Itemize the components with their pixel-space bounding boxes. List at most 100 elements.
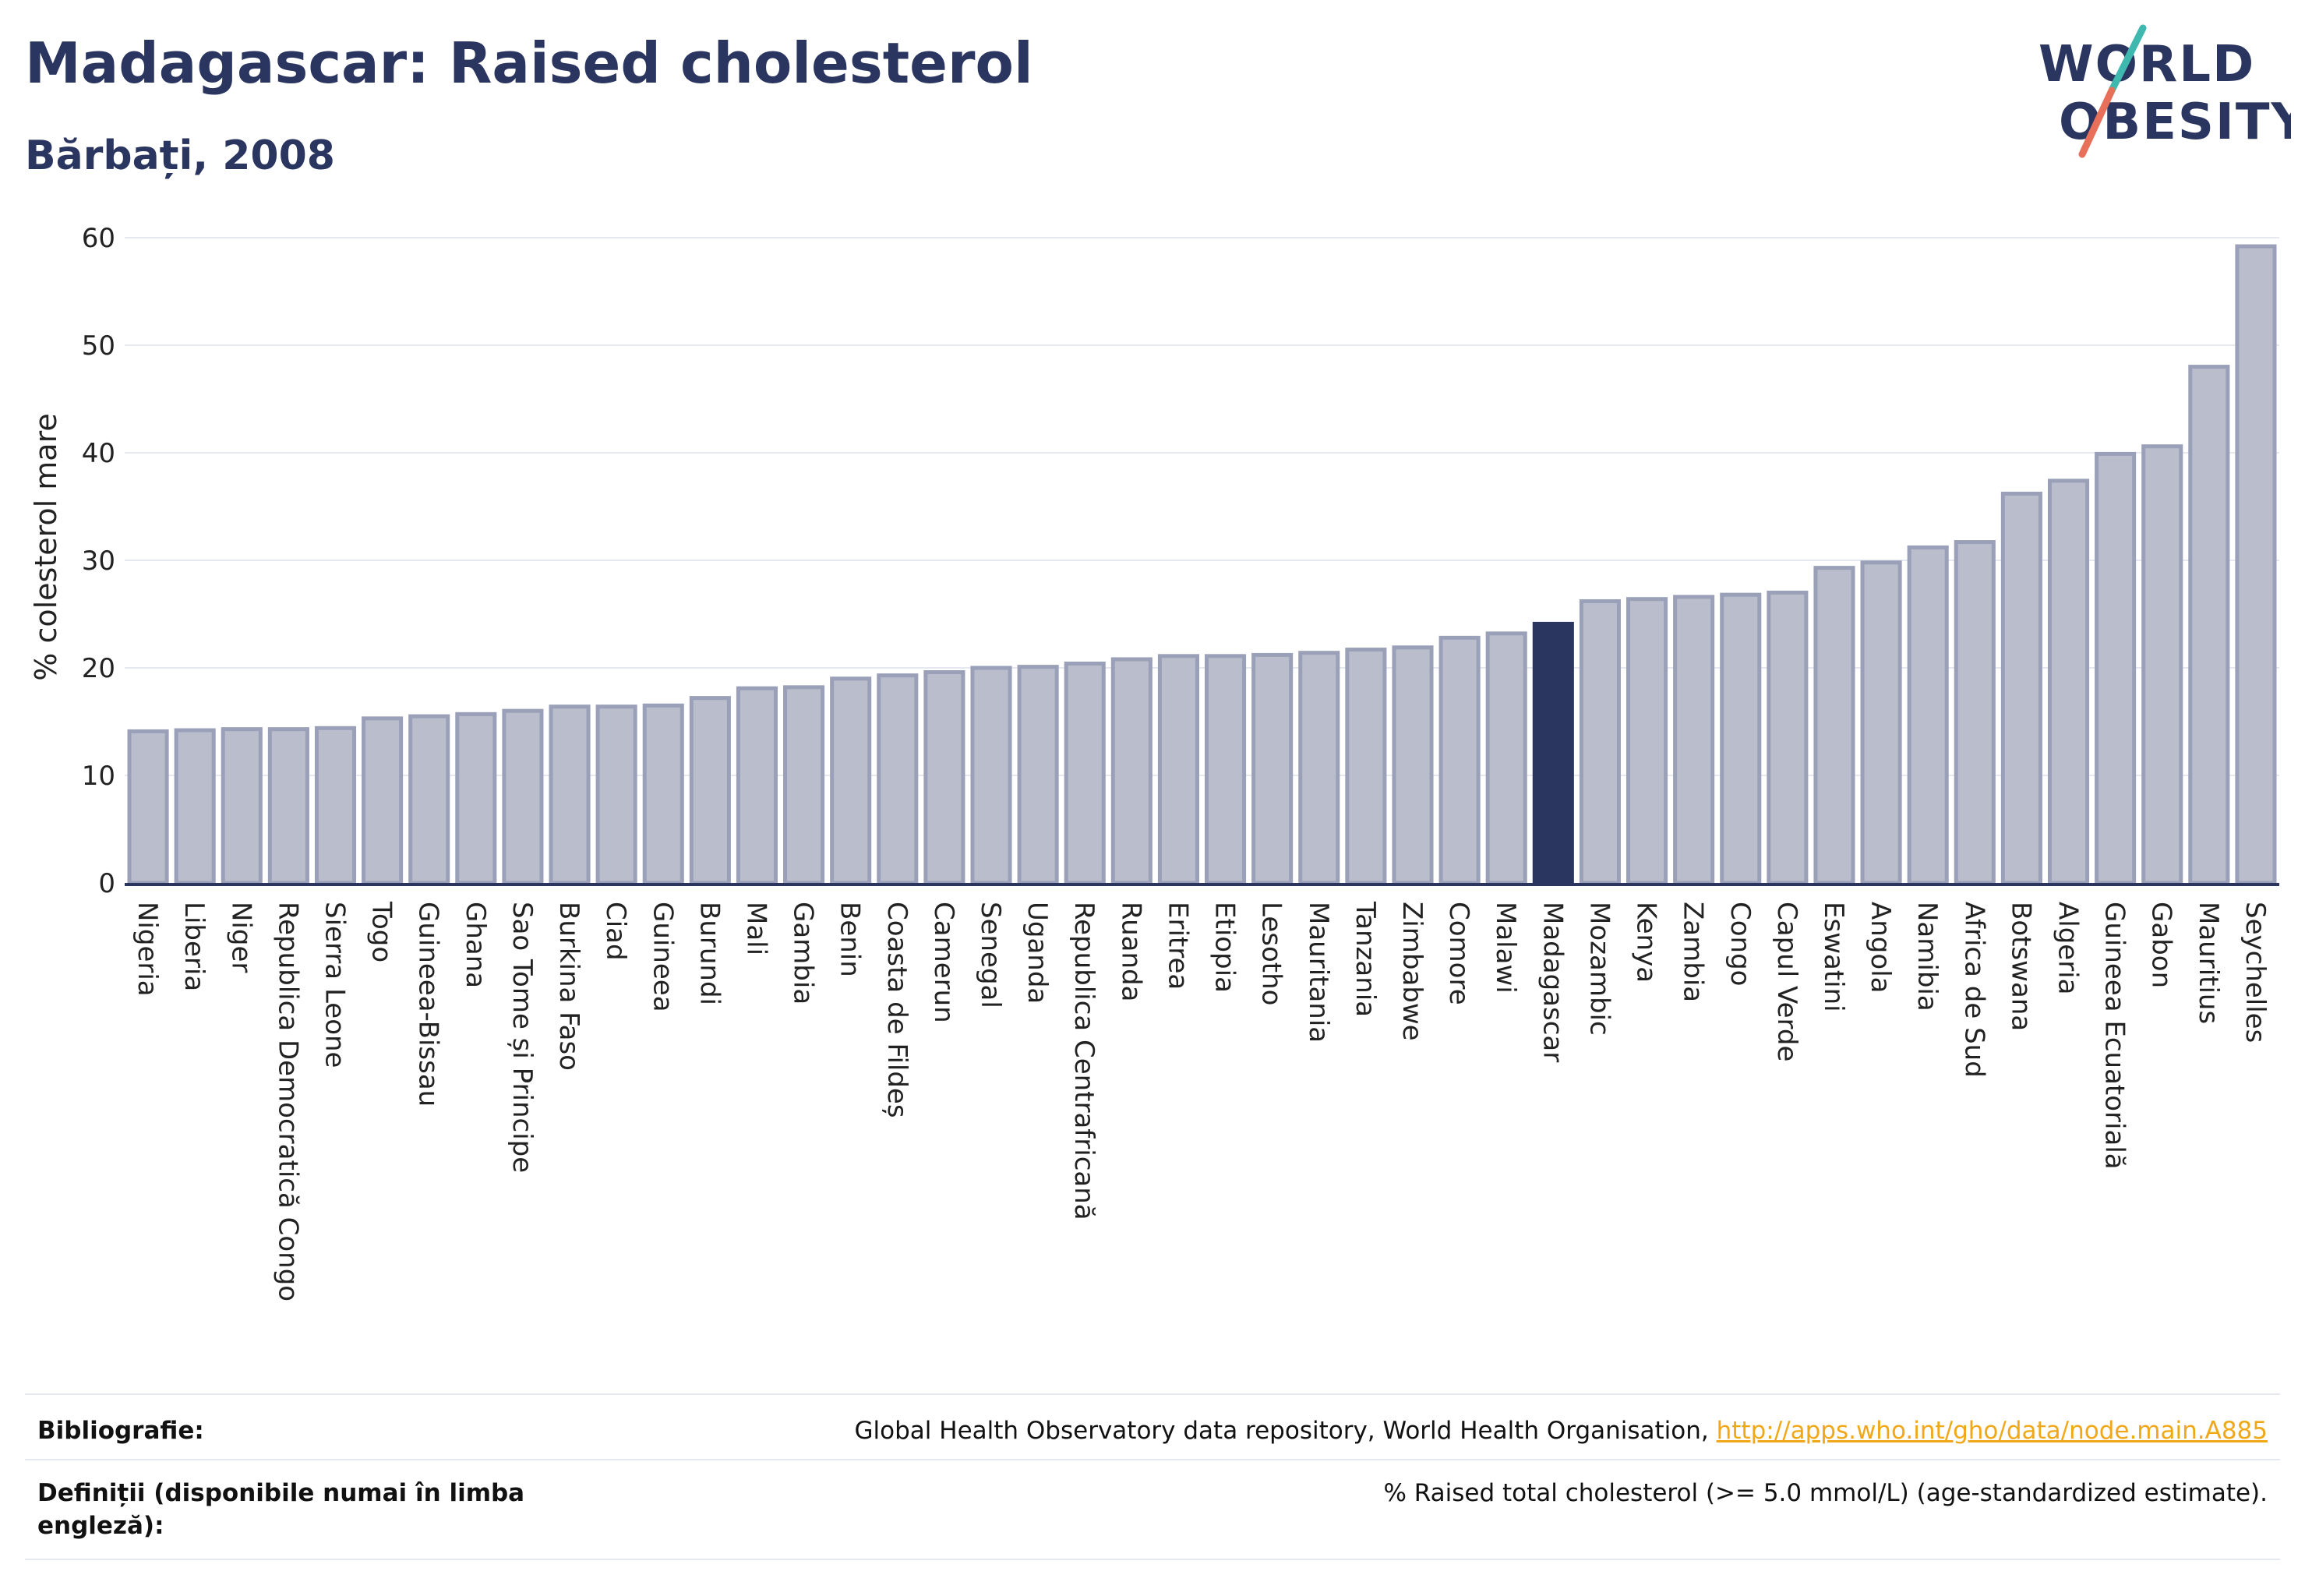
x-tick-label: Ciad — [600, 902, 631, 961]
x-tick-label: Republica Democratică Congo — [272, 902, 303, 1301]
x-tick-label: Mozambic — [1583, 902, 1615, 1036]
bar — [1954, 540, 1996, 885]
bar — [2235, 244, 2277, 885]
x-tick-label: Guineea — [647, 902, 678, 1012]
bar — [689, 696, 731, 885]
x-tick-label: Madagascar — [1537, 902, 1568, 1062]
bar — [1673, 595, 1715, 885]
x-tick-label: Sierra Leone — [319, 902, 350, 1068]
bar — [1860, 560, 1902, 885]
bar-highlight — [1532, 621, 1574, 885]
x-tick-label: Coasta de Fildeș — [881, 902, 912, 1118]
definitions-label: Definiții (disponibile numai în limba en… — [37, 1479, 525, 1540]
bar — [2095, 451, 2137, 885]
bar — [595, 704, 637, 885]
bar — [736, 686, 778, 885]
bar — [1205, 654, 1247, 885]
bar — [1813, 566, 1855, 885]
x-tick-label: Mali — [740, 902, 771, 955]
x-tick-label: Benin — [835, 902, 866, 977]
x-tick-label: Botswana — [2005, 902, 2036, 1031]
y-tick-label: 40 — [82, 438, 115, 469]
bar — [408, 714, 450, 885]
bar — [1767, 590, 1809, 885]
x-tick-label: Eritrea — [1162, 902, 1193, 990]
x-tick-label: Eswatini — [1818, 902, 1849, 1012]
bar — [1345, 648, 1387, 885]
bar — [923, 670, 965, 885]
bar — [1720, 592, 1762, 885]
bar — [877, 673, 919, 885]
world-obesity-logo: WORLD OBESITY — [2038, 24, 2291, 158]
x-tick-label: Nigeria — [132, 902, 163, 997]
bar — [1392, 645, 1434, 885]
x-tick-label: Burundi — [694, 902, 725, 1005]
x-tick-label: Sao Tome și Principe — [507, 902, 538, 1173]
x-tick-label: Guineea-Bissau — [413, 902, 444, 1107]
x-tick-label: Ruanda — [1115, 902, 1146, 1001]
bar — [221, 727, 263, 885]
x-tick-label: Mauritania — [1303, 902, 1334, 1043]
x-tick-label: Ghana — [460, 902, 491, 988]
bibliography-link[interactable]: http://apps.who.int/gho/data/node.main.A… — [1716, 1417, 2268, 1445]
bar — [455, 711, 497, 885]
footer: Bibliografie: Global Health Observatory … — [25, 1393, 2280, 1565]
x-tick-label: Liberia — [178, 902, 210, 991]
bar — [1251, 652, 1294, 885]
x-tick-label: Senegal — [975, 902, 1006, 1008]
x-tick-label: Namibia — [1911, 902, 1943, 1012]
bar — [1017, 665, 1059, 885]
chart-title: Madagascar: Raised cholesterol — [25, 30, 1033, 96]
x-tick-label: Congo — [1724, 902, 1756, 986]
bar-chart: 0 10 20 30 40 50 60 Nigeria Liberia Niger Republic… — [29, 223, 2279, 1301]
logo-slash-teal — [2108, 24, 2147, 94]
bar — [2188, 365, 2230, 885]
x-tick-label: Gabon — [2146, 902, 2177, 988]
bar — [1157, 654, 1199, 885]
x-tick-label: Capul Verde — [1771, 902, 1802, 1061]
axis-layer: 0 10 20 30 40 50 60 Nigeria Liberia Niger Republic… — [82, 223, 2279, 1301]
x-tick-label: Kenya — [1631, 902, 1662, 983]
bar-layer — [127, 244, 2277, 885]
x-tick-label: Malawi — [1490, 902, 1521, 994]
bar — [502, 708, 544, 885]
x-tick-label: Uganda — [1022, 902, 1053, 1004]
bar — [642, 703, 684, 885]
x-tick-label: Angola — [1865, 902, 1896, 993]
x-tick-label: Seychelles — [2240, 902, 2271, 1043]
x-tick-label: Burkina Faso — [553, 902, 584, 1071]
bar — [1064, 661, 1106, 885]
bibliography-value: Global Health Observatory data repositor… — [855, 1415, 2268, 1448]
bibliography-text: Global Health Observatory data repositor… — [854, 1417, 1717, 1445]
bar — [1438, 635, 1481, 885]
bar — [1626, 597, 1668, 885]
y-tick-label: 0 — [98, 868, 115, 899]
definitions-row: Definiții (disponibile numai în limba en… — [25, 1459, 2280, 1560]
x-tick-label: Guineea Ecuatorială — [2099, 902, 2130, 1170]
x-tick-label: Zimbabwe — [1396, 902, 1428, 1041]
bar — [1907, 545, 1949, 885]
x-tick-label: Lesotho — [1256, 902, 1287, 1005]
x-tick-label: Togo — [366, 901, 397, 962]
x-tick-label: Niger — [225, 902, 256, 973]
y-axis-label: % colesterol mare — [29, 413, 63, 680]
bar — [1298, 651, 1340, 885]
bar — [970, 666, 1012, 885]
logo-line1: WORLD — [2038, 36, 2255, 94]
x-tick-label: Etiopia — [1209, 902, 1241, 993]
bar — [127, 729, 169, 885]
bibliography-label: Bibliografie: — [37, 1417, 204, 1445]
bar — [314, 726, 357, 885]
x-tick-label: Mauritius — [2193, 902, 2224, 1024]
x-tick-label: Algeria — [2053, 902, 2084, 994]
bar — [1485, 631, 1527, 885]
chart-subtitle: Bărbați, 2008 — [25, 132, 335, 179]
bibliography-row: Bibliografie: Global Health Observatory … — [25, 1393, 2280, 1460]
definitions-value: % Raised total cholesterol (>= 5.0 mmol/… — [1383, 1479, 2268, 1507]
y-tick-label: 60 — [82, 223, 115, 254]
logo-slash-coral — [2078, 87, 2116, 158]
bar — [830, 676, 872, 885]
y-tick-label: 20 — [82, 653, 115, 684]
bar — [783, 685, 825, 885]
y-tick-label: 10 — [82, 761, 115, 792]
